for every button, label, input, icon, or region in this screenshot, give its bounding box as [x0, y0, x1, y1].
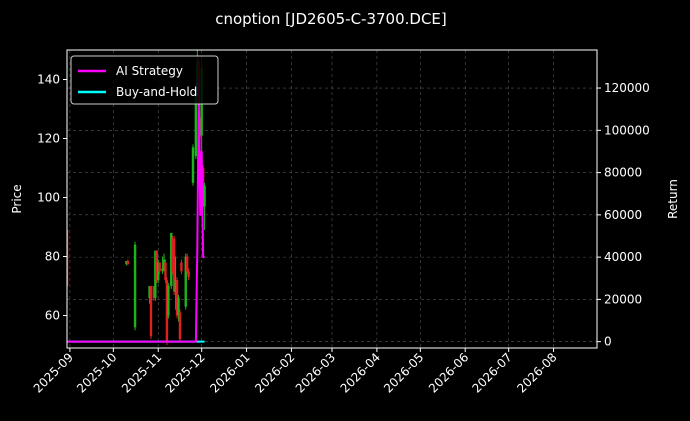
candle-body-3 [133, 244, 137, 328]
y-axis-title-return: Return [666, 179, 680, 219]
y-tick-label-2: 100 [37, 191, 60, 205]
candle-body-9 [157, 262, 160, 281]
candle-body-28 [194, 94, 198, 157]
candle-body-34 [203, 185, 206, 207]
candle-body-2 [126, 260, 130, 264]
y-axis-left: 60 80 100 120 140 [37, 73, 67, 323]
chart-title: cnoption [JD2605-C-3700.DCE] [215, 10, 447, 28]
candle-body-1 [125, 260, 128, 264]
legend: AI Strategy Buy-and-Hold [70, 55, 219, 105]
y-tick-label-1: 80 [45, 250, 60, 264]
y2-tick-label-5: 100000 [604, 123, 650, 137]
candle-body-18 [172, 238, 176, 292]
candle-body-27 [191, 147, 195, 183]
y2-tick-label-2: 40000 [604, 250, 642, 264]
y-tick-label-3: 120 [37, 132, 60, 146]
legend-label-ai-strategy: AI Strategy [116, 64, 183, 78]
candle-body-19 [174, 280, 177, 292]
candle-body-7 [154, 250, 157, 298]
candle-body-24 [184, 256, 187, 307]
y2-tick-label-3: 60000 [604, 208, 642, 222]
candle-body-14 [165, 280, 169, 343]
candle-body-5 [149, 286, 153, 337]
legend-box [70, 55, 219, 105]
candle-body-22 [178, 312, 182, 340]
candle-body-25 [185, 256, 189, 272]
y2-tick-label-6: 120000 [604, 81, 650, 95]
candle-body-15 [167, 286, 170, 316]
candle-body-12 [162, 259, 166, 269]
candle-body-6 [152, 286, 156, 298]
candle-body-26 [187, 271, 190, 278]
y2-tick-label-4: 80000 [604, 166, 642, 180]
y2-tick-label-0: 0 [604, 335, 612, 349]
candle-body-13 [164, 262, 167, 281]
y-axis-right: 0 20000 40000 60000 80000 100000 120000 [597, 81, 650, 349]
candle-body-20 [175, 280, 179, 316]
candle-body-11 [161, 268, 164, 272]
y-axis-title-price: Price [10, 184, 24, 213]
y-tick-label-0: 60 [45, 309, 60, 323]
candle-body-23 [180, 262, 183, 272]
candle-body-0 [67, 229, 69, 287]
candle-body-10 [158, 262, 161, 272]
candle-body-17 [171, 238, 174, 272]
legend-label-buy-and-hold: Buy-and-Hold [116, 85, 197, 99]
candle-body-4 [148, 286, 151, 298]
candle-body-21 [177, 297, 180, 316]
candle-body-8 [155, 250, 158, 281]
candle-body-16 [170, 232, 173, 287]
y-tick-label-4: 140 [37, 73, 60, 87]
y2-tick-label-1: 20000 [604, 292, 642, 306]
